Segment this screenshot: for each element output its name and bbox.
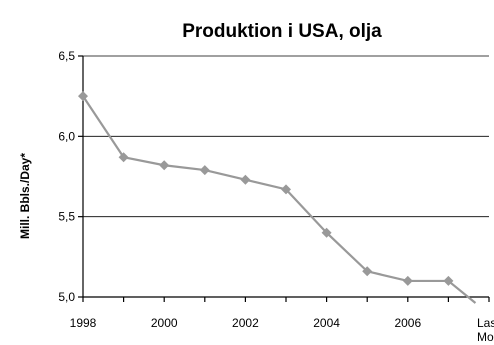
data-point-marker <box>362 266 373 277</box>
x-tick-labels: 1998 2000 2002 2004 2006 Last12Mon <box>70 316 494 344</box>
data-point-marker <box>118 152 129 163</box>
y-tick-label: 5,0 <box>58 290 75 304</box>
x-tick-label: 2006 <box>394 316 421 330</box>
data-point-marker <box>78 91 88 102</box>
x-tick-label: 2002 <box>232 316 259 330</box>
data-point-marker <box>321 227 332 238</box>
data-point-marker <box>443 275 454 286</box>
x-tick-label: 1998 <box>70 316 97 330</box>
data-point-marker <box>281 184 291 195</box>
chart-title: Produktion i USA, olja <box>182 21 382 42</box>
series <box>78 91 477 304</box>
series-line <box>82 95 477 304</box>
data-point-marker <box>240 174 251 185</box>
axes <box>78 55 490 302</box>
y-tick-label: 5,5 <box>58 210 75 224</box>
y-tick-label: 6,5 <box>58 49 75 63</box>
y-axis-label: Mill. Bbls./Day* <box>18 153 32 239</box>
y-tick-label: 6,0 <box>58 129 75 143</box>
x-tick-label: Last12Mon <box>477 316 494 344</box>
y-tick-labels: 5,0 5,5 6,0 6,5 <box>58 49 75 304</box>
data-point-marker <box>159 160 170 171</box>
gridlines <box>83 55 489 218</box>
data-point-marker <box>199 165 210 176</box>
data-point-marker <box>402 275 413 286</box>
x-tick-label: 2000 <box>151 316 178 330</box>
x-tick-label: 2004 <box>313 316 340 330</box>
